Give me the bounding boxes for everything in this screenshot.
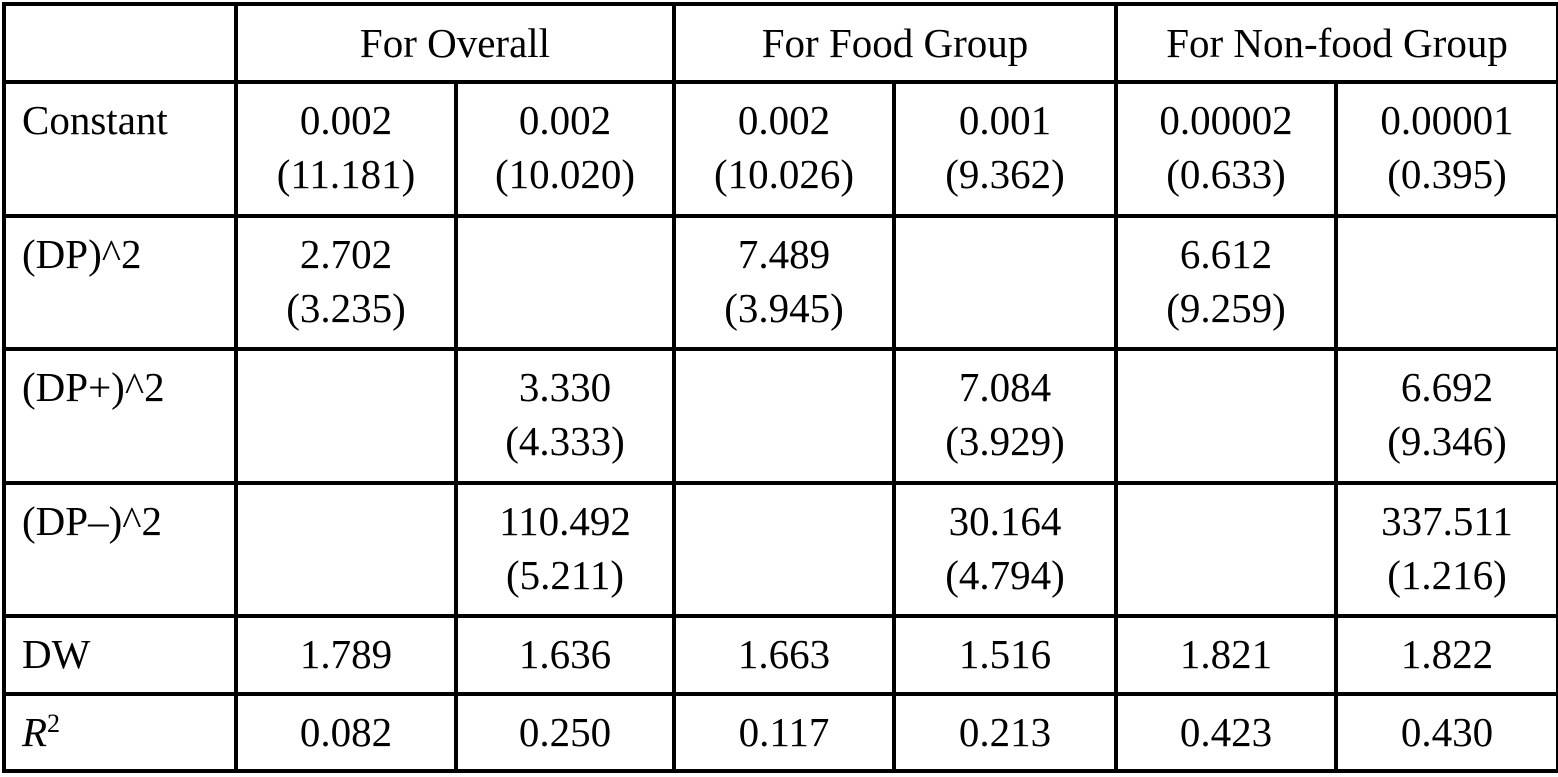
t-statistic: (3.929) bbox=[945, 418, 1065, 465]
r-squared-symbol: R bbox=[22, 708, 48, 755]
value-cell: 0.002 (11.181) bbox=[234, 80, 458, 218]
value-cell: 0.002 (10.026) bbox=[672, 80, 896, 218]
value-cell: 0.001 (9.362) bbox=[892, 80, 1118, 218]
value-cell bbox=[234, 347, 458, 485]
group-header-overall: For Overall bbox=[234, 2, 676, 84]
group-header-food: For Food Group bbox=[672, 2, 1118, 84]
t-statistic: (10.020) bbox=[494, 151, 636, 197]
value-cell: 7.489 (3.945) bbox=[672, 213, 896, 352]
table-row-r-squared: R2 0.082 0.250 0.117 0.213 0.423 0.430 bbox=[2, 691, 1558, 774]
t-statistic: (4.794) bbox=[945, 551, 1065, 598]
statistic-value: 1.822 bbox=[1400, 631, 1494, 678]
row-label-constant: Constant bbox=[2, 80, 238, 218]
coefficient-value: 0.00002 bbox=[1159, 97, 1293, 143]
statistic-value: 0.430 bbox=[1400, 708, 1494, 755]
statistic-value: 0.213 bbox=[958, 708, 1052, 755]
value-cell: 6.692 (9.346) bbox=[1333, 347, 1558, 485]
statistic-value: 1.663 bbox=[737, 631, 831, 678]
statistic-value: 0.117 bbox=[738, 708, 830, 755]
coefficient-value: 6.612 bbox=[1179, 230, 1273, 277]
t-statistic: (0.633) bbox=[1166, 151, 1286, 197]
coefficient-value: 7.084 bbox=[958, 364, 1052, 411]
coefficient-value: 7.489 bbox=[737, 230, 831, 277]
row-label-dp-squared: (DP)^2 bbox=[2, 213, 238, 352]
value-cell: 1.821 bbox=[1114, 614, 1338, 696]
t-statistic: (0.395) bbox=[1387, 151, 1507, 197]
table-row-dw: DW 1.789 1.636 1.663 1.516 1.821 1.822 bbox=[2, 614, 1558, 696]
statistic-value: 1.636 bbox=[518, 631, 612, 678]
coefficient-value: 0.00001 bbox=[1380, 97, 1514, 143]
group-header-nonfood: For Non-food Group bbox=[1113, 2, 1558, 84]
coefficient-value: 3.330 bbox=[518, 364, 612, 411]
value-cell: 0.117 bbox=[672, 691, 896, 774]
value-cell: 1.822 bbox=[1333, 614, 1558, 696]
row-label-dw: DW bbox=[2, 614, 238, 696]
value-cell: 110.492 (5.211) bbox=[454, 480, 676, 619]
value-cell: 0.082 bbox=[234, 691, 458, 774]
value-cell bbox=[1114, 480, 1338, 619]
coefficient-value: 0.002 bbox=[737, 97, 831, 143]
value-cell: 0.002 (10.020) bbox=[454, 80, 676, 218]
corner-cell bbox=[2, 2, 238, 84]
t-statistic: (9.259) bbox=[1166, 284, 1286, 331]
t-statistic: (4.333) bbox=[505, 418, 625, 465]
t-statistic: (1.216) bbox=[1387, 551, 1507, 598]
value-cell bbox=[672, 347, 896, 485]
value-cell: 7.084 (3.929) bbox=[892, 347, 1118, 485]
value-cell bbox=[672, 480, 896, 619]
value-cell: 0.430 bbox=[1333, 691, 1558, 774]
value-cell: 337.511 (1.216) bbox=[1333, 480, 1558, 619]
t-statistic: (9.362) bbox=[945, 151, 1065, 197]
coefficient-value: 110.492 bbox=[499, 497, 631, 544]
coefficient-value: 337.511 bbox=[1381, 497, 1513, 544]
statistic-value: 1.821 bbox=[1179, 631, 1273, 678]
coefficient-value: 6.692 bbox=[1400, 364, 1494, 411]
value-cell: 0.250 bbox=[454, 691, 676, 774]
value-cell: 0.423 bbox=[1114, 691, 1338, 774]
value-cell: 0.213 bbox=[892, 691, 1118, 774]
coefficient-value: 2.702 bbox=[299, 230, 393, 277]
value-cell: 6.612 (9.259) bbox=[1114, 213, 1338, 352]
value-cell bbox=[454, 213, 676, 352]
value-cell: 1.636 bbox=[454, 614, 676, 696]
row-label-r-squared: R2 bbox=[2, 691, 238, 774]
row-label-dp-minus-squared: (DP–)^2 bbox=[2, 480, 238, 619]
value-cell: 2.702 (3.235) bbox=[234, 213, 458, 352]
table-row-dp-plus-squared: (DP+)^2 3.330 (4.333) 7.084 (3.929) 6.692 (… bbox=[2, 347, 1558, 485]
value-cell: 0.00002 (0.633) bbox=[1114, 80, 1338, 218]
statistic-value: 0.423 bbox=[1179, 708, 1273, 755]
coefficient-value: 30.164 bbox=[948, 497, 1062, 544]
statistic-value: 1.516 bbox=[958, 631, 1052, 678]
table-row-dp-squared: (DP)^2 2.702 (3.235) 7.489 (3.945) 6.612 (9… bbox=[2, 213, 1558, 352]
t-statistic: (5.211) bbox=[505, 551, 625, 598]
t-statistic: (3.945) bbox=[724, 284, 844, 331]
value-cell: 30.164 (4.794) bbox=[892, 480, 1118, 619]
value-cell: 0.00001 (0.395) bbox=[1333, 80, 1558, 218]
table-row-constant: Constant 0.002 (11.181) 0.002 (10.020) 0.0… bbox=[2, 80, 1558, 218]
header-row: For Overall For Food Group For Non-food … bbox=[2, 2, 1558, 84]
statistic-value: 0.082 bbox=[299, 708, 393, 755]
statistic-value: 1.789 bbox=[299, 631, 393, 678]
statistic-value: 0.250 bbox=[518, 708, 612, 755]
t-statistic: (9.346) bbox=[1387, 418, 1507, 465]
t-statistic: (10.026) bbox=[713, 151, 855, 197]
value-cell bbox=[234, 480, 458, 619]
value-cell bbox=[892, 213, 1118, 352]
t-statistic: (3.235) bbox=[286, 284, 406, 331]
value-cell: 1.789 bbox=[234, 614, 458, 696]
value-cell: 1.663 bbox=[672, 614, 896, 696]
value-cell: 3.330 (4.333) bbox=[454, 347, 676, 485]
table-row-dp-minus-squared: (DP–)^2 110.492 (5.211) 30.164 (4.794) 337… bbox=[2, 480, 1558, 619]
value-cell: 1.516 bbox=[892, 614, 1118, 696]
value-cell bbox=[1114, 347, 1338, 485]
r-squared-superscript: 2 bbox=[47, 708, 61, 738]
coefficient-value: 0.001 bbox=[958, 97, 1052, 143]
row-label-dp-plus-squared: (DP+)^2 bbox=[2, 347, 238, 485]
coefficient-value: 0.002 bbox=[518, 97, 612, 143]
value-cell bbox=[1333, 213, 1558, 352]
coefficient-value: 0.002 bbox=[299, 97, 393, 143]
t-statistic: (11.181) bbox=[276, 151, 416, 197]
